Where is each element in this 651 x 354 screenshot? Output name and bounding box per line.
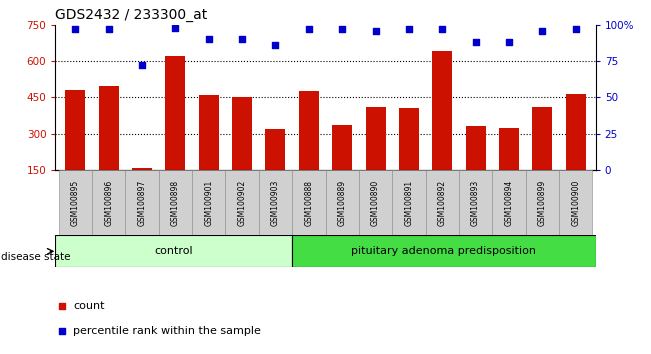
Point (237, 36, 247, 42)
Bar (459, 170, 492, 235)
Bar (392, 170, 426, 235)
Bar (65, 90, 85, 170)
Bar (299, 91, 319, 170)
Point (570, 26, 581, 32)
Text: GSM100900: GSM100900 (571, 179, 580, 226)
Text: control: control (154, 246, 193, 256)
Point (303, 26, 314, 32)
Bar (492, 170, 525, 235)
Bar (99, 86, 118, 170)
Bar (132, 168, 152, 170)
Bar (59, 170, 92, 235)
Point (270, 42, 281, 48)
Text: GSM100898: GSM100898 (171, 179, 180, 226)
Point (404, 26, 414, 32)
Point (104, 26, 114, 32)
Bar (566, 95, 586, 170)
Text: GSM100891: GSM100891 (404, 179, 413, 226)
Bar (199, 95, 219, 170)
Bar (192, 170, 225, 235)
Text: GSM100893: GSM100893 (471, 179, 480, 226)
Bar (259, 170, 292, 235)
Text: GSM100897: GSM100897 (137, 179, 146, 226)
Text: percentile rank within the sample: percentile rank within the sample (73, 326, 261, 336)
Text: GSM100901: GSM100901 (204, 179, 214, 226)
Text: GSM100899: GSM100899 (538, 179, 547, 226)
Bar (426, 170, 459, 235)
Bar (165, 56, 186, 170)
Point (370, 28, 381, 33)
Point (337, 26, 348, 32)
Text: GSM100895: GSM100895 (71, 179, 80, 226)
Text: GSM100903: GSM100903 (271, 179, 280, 226)
Point (504, 39, 514, 45)
Bar (126, 170, 159, 235)
Text: GSM100889: GSM100889 (338, 179, 347, 226)
Text: GSM100892: GSM100892 (437, 179, 447, 226)
Text: disease state: disease state (1, 252, 71, 262)
Text: GSM100890: GSM100890 (371, 179, 380, 226)
Bar (559, 170, 592, 235)
Text: GSM100894: GSM100894 (505, 179, 514, 226)
Bar (465, 126, 486, 170)
Bar (159, 170, 192, 235)
Bar (232, 97, 252, 170)
Point (471, 39, 481, 45)
Bar (225, 170, 259, 235)
Text: GSM100902: GSM100902 (238, 179, 247, 226)
Bar (399, 108, 419, 170)
Bar (55, 235, 292, 267)
Point (137, 63, 147, 68)
Bar (432, 51, 452, 170)
Text: count: count (73, 301, 105, 310)
Bar (359, 170, 392, 235)
Bar (499, 128, 519, 170)
Point (437, 26, 447, 32)
Text: pituitary adenoma predisposition: pituitary adenoma predisposition (351, 246, 536, 256)
Point (70, 26, 81, 32)
Bar (266, 129, 286, 170)
Bar (332, 125, 352, 170)
Point (170, 25, 180, 30)
Bar (92, 170, 126, 235)
Bar (326, 170, 359, 235)
Bar (292, 170, 326, 235)
Bar (525, 170, 559, 235)
Text: GSM100896: GSM100896 (104, 179, 113, 226)
Bar (533, 107, 552, 170)
Point (204, 36, 214, 42)
Point (272, 167, 283, 173)
Bar (365, 107, 385, 170)
Bar (292, 235, 596, 267)
Point (537, 28, 547, 33)
Text: GSM100888: GSM100888 (304, 180, 313, 225)
Text: GDS2432 / 233300_at: GDS2432 / 233300_at (55, 8, 208, 22)
